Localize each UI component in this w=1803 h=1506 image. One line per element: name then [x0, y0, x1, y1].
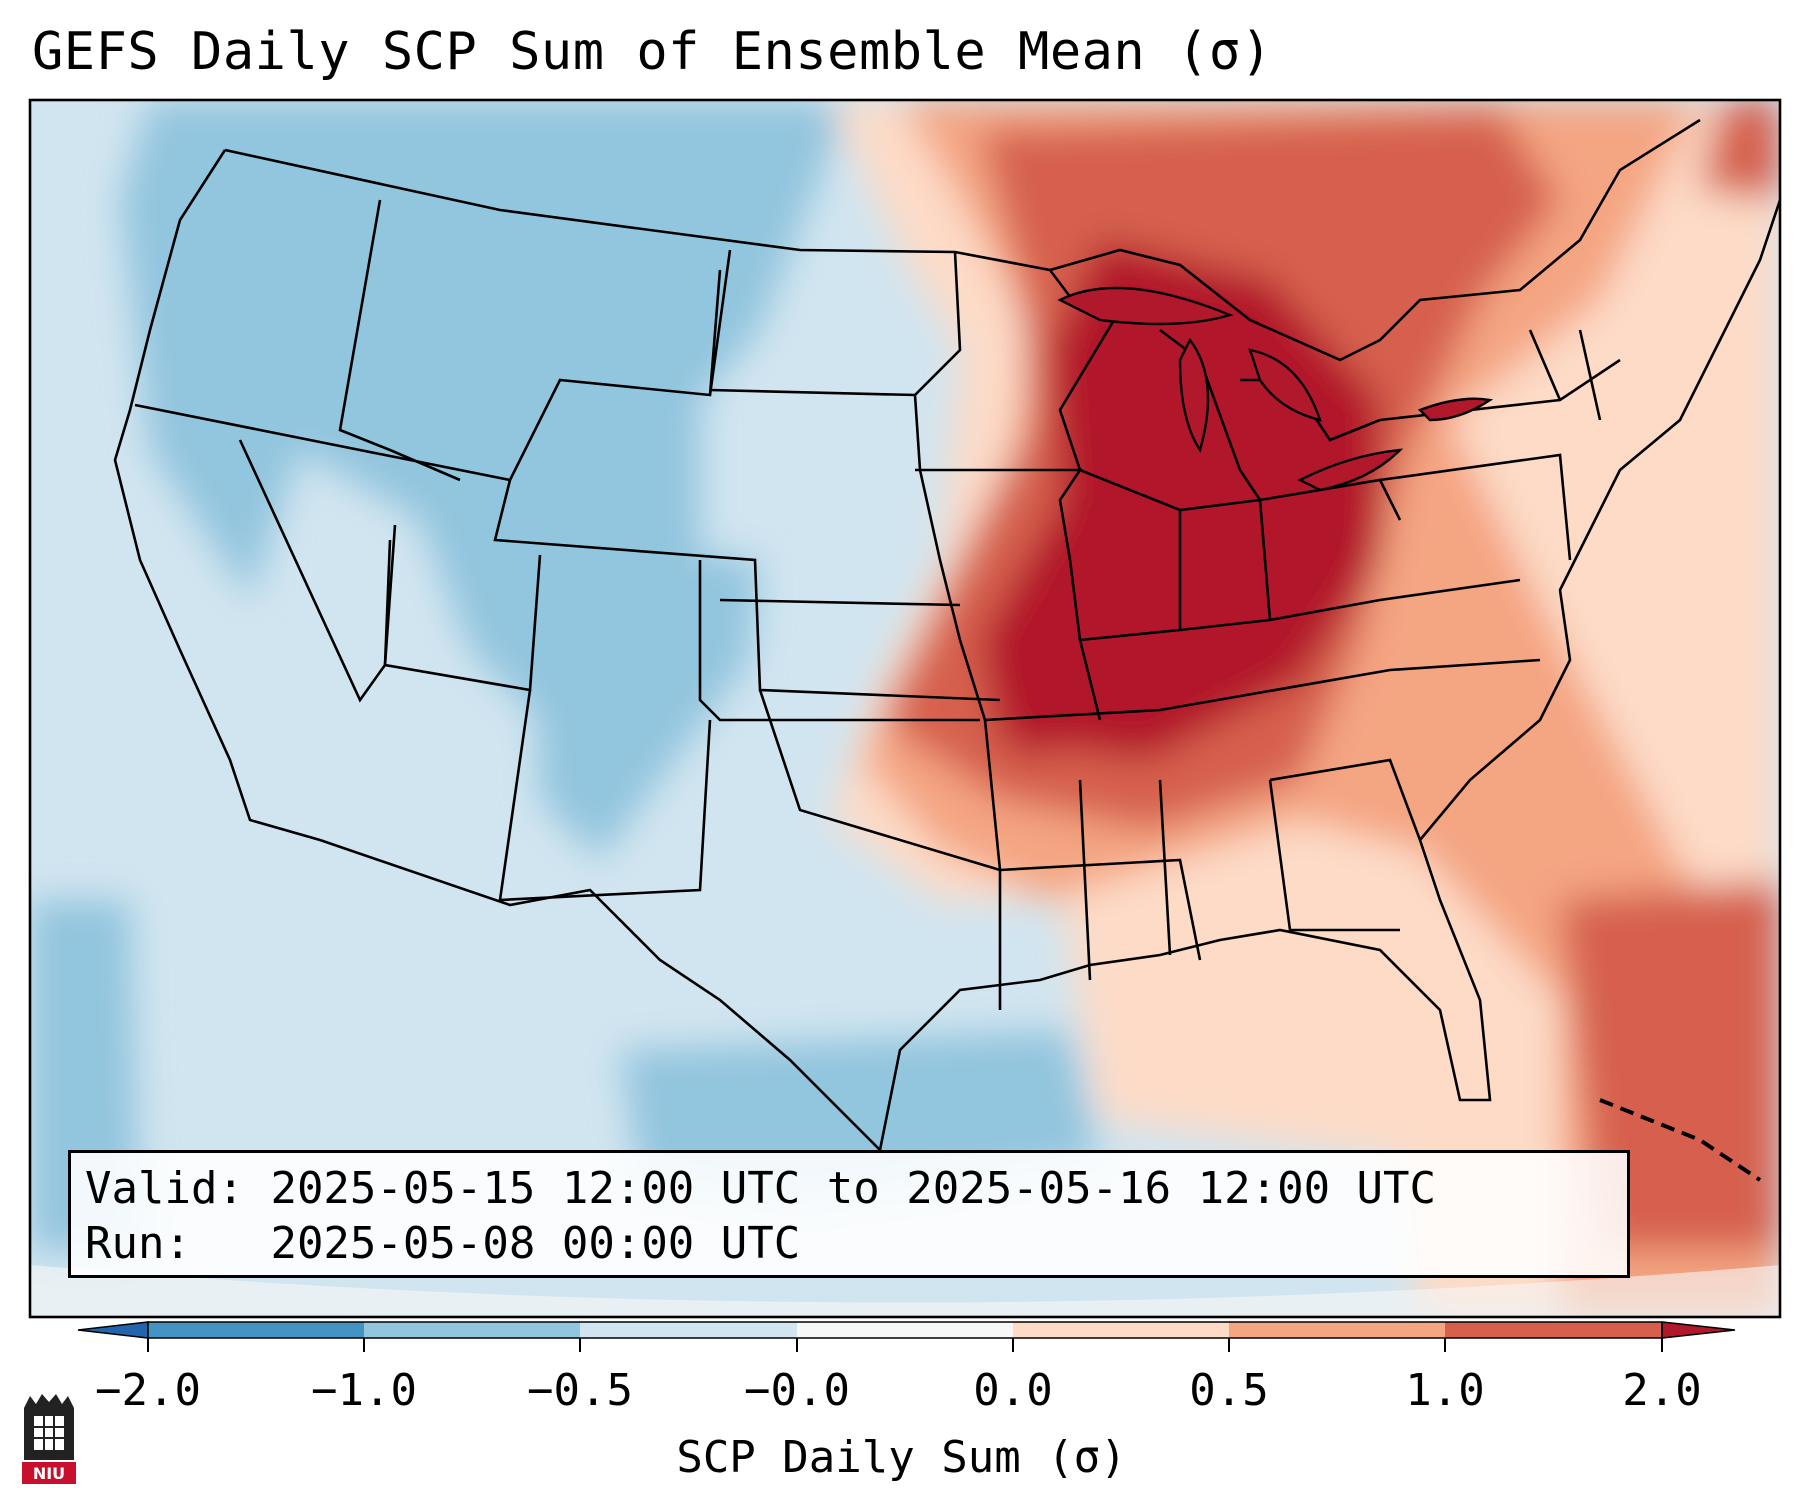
political-borders [113, 118, 1780, 1151]
map-title: GEFS Daily SCP Sum of Ensemble Mean (σ) [32, 22, 1273, 82]
great-lakes [1057, 286, 1494, 492]
colorbar-tick-label: −1.0 [311, 1365, 417, 1416]
colorbar-extend-low [77, 1321, 149, 1339]
run-label: Run: [85, 1218, 191, 1269]
colorbar-tick-label: 0.5 [1189, 1365, 1269, 1416]
colorbar-tick-label: 2.0 [1622, 1365, 1702, 1416]
colorbar-ticks [147, 1338, 1663, 1352]
colorbar-segment [580, 1322, 797, 1338]
valid-label: Valid: [85, 1163, 244, 1214]
colorbar-segment [1445, 1322, 1662, 1338]
colorbar-tick-label: −0.5 [527, 1365, 633, 1416]
map-frame [28, 98, 1782, 1319]
colorbar-tick-label: −2.0 [95, 1365, 201, 1416]
svg-text:NIU: NIU [33, 1464, 65, 1483]
colorbar-segment [1229, 1322, 1445, 1338]
caribbean-islands [1599, 1098, 1762, 1182]
niu-logo-icon: NIU [22, 1394, 76, 1484]
colorbar-segment [797, 1322, 1013, 1338]
colorbar-label: SCP Daily Sum (σ) [676, 1432, 1127, 1483]
valid-run-info-box: Valid: 2025-05-15 12:00 UTC to 2025-05-1… [68, 1150, 1630, 1278]
colorbar-segment [364, 1322, 580, 1338]
colorbar-extend-high [1661, 1321, 1736, 1339]
scp-field [30, 100, 1780, 1317]
valid-value: 2025-05-15 12:00 UTC to 2025-05-16 12:00… [270, 1163, 1437, 1214]
colorbar [77, 1321, 1736, 1352]
colorbar-tick-label: 1.0 [1405, 1365, 1485, 1416]
colorbar-tick-label: −0.0 [744, 1365, 850, 1416]
run-value: 2025-05-08 00:00 UTC [270, 1218, 801, 1269]
colorbar-tick-label: 0.0 [973, 1365, 1053, 1416]
colorbar-segment [1013, 1322, 1229, 1338]
colorbar-segment [148, 1322, 364, 1338]
